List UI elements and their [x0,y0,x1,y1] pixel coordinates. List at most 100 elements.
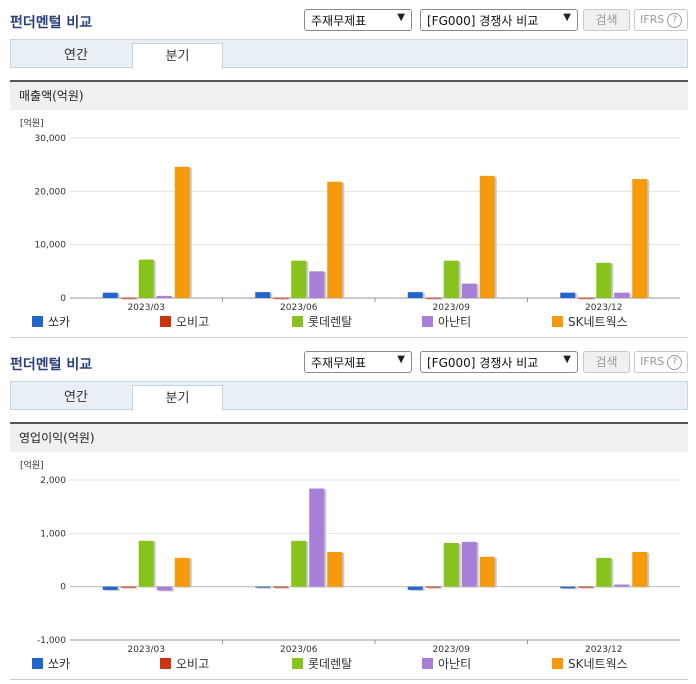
unit-label: [억원] [20,117,44,129]
y-tick-label: 30,000 [35,134,67,144]
bar-오비고-2023/12 [578,586,594,588]
chevron-down-icon: ▼ [563,12,571,23]
statement-select-value: 주재무제표 [311,14,367,28]
bar-아난티-2023/12 [614,584,630,587]
legend-label: 아난티 [438,315,471,329]
bar-롯데렌탈-2023/09 [443,260,459,298]
legend-swatch [160,658,171,669]
legend-swatch [160,316,171,327]
bar-아난티-2023/06 [309,488,325,587]
search-button[interactable]: 검색 [583,9,630,31]
bar-shadow [122,298,138,300]
help-icon: ? [667,355,683,370]
x-tick-label: 2023/09 [433,303,471,313]
legend-label: 오비고 [176,657,209,671]
bar-SK네트웍스-2023/03 [174,166,190,298]
bar-오비고-2023/12 [578,297,594,299]
ifrs-help-button[interactable]: IFRS? [634,9,688,31]
tab-quarterly[interactable]: 분기 [132,385,223,411]
bar-shadow [427,587,443,589]
bar-shadow [427,298,443,300]
tab-annual[interactable]: 연간 [64,390,88,405]
divider [10,337,688,338]
y-tick-label: 2,000 [40,476,66,486]
bar-쏘카-2023/12 [560,586,576,589]
panel-title: 펀더멘털 비교 [10,357,93,373]
legend-swatch [292,316,303,327]
operating-profit-chart: [억원] -1,000 0 1,000 2,000 2023/03 2023/06 2023/… [20,459,680,671]
statement-select[interactable]: 주재무제표 ▼ [304,9,412,31]
bar-아난티-2023/09 [461,283,477,298]
bar-SK네트웍스-2023/03 [174,557,190,587]
bar-쏘카-2023/03 [102,292,118,298]
y-tick-label: 1,000 [40,529,66,539]
divider [10,679,688,680]
peer-select[interactable]: [FG000] 경쟁사 비교 ▼ [420,9,578,31]
bar-롯데렌탈-2023/03 [138,540,154,587]
bar-오비고-2023/06 [273,297,289,299]
y-tick-label: 10,000 [35,241,67,251]
bar-롯데렌탈-2023/03 [138,259,154,298]
bar-오비고-2023/09 [425,586,441,588]
legend-swatch [552,316,563,327]
ifrs-label: IFRS [640,355,665,368]
legend-label: 아난티 [438,657,471,671]
unit-label: [억원] [20,459,44,471]
bar-SK네트웍스-2023/09 [479,175,495,298]
legend-label: 오비고 [176,315,209,329]
bar-아난티-2023/03 [156,586,172,591]
bar-아난티-2023/09 [461,541,477,587]
chevron-down-icon: ▼ [563,354,571,365]
bar-shadow [257,587,273,589]
bar-SK네트웍스-2023/12 [632,552,648,587]
bar-롯데렌탈-2023/09 [443,542,459,587]
ifrs-label: IFRS [640,13,665,26]
tab-quarterly[interactable]: 분기 [132,43,223,69]
bar-쏘카-2023/09 [407,586,423,590]
peer-select[interactable]: [FG000] 경쟁사 비교 ▼ [420,351,578,373]
help-icon: ? [667,13,683,28]
bar-shadow [122,587,138,589]
ifrs-help-button[interactable]: IFRS? [634,351,688,373]
period-tabs: 연간 분기 [10,39,688,69]
legend-label: 롯데렌탈 [308,315,352,329]
x-tick-label: 2023/06 [280,303,318,313]
chevron-down-icon: ▼ [397,354,405,365]
search-button[interactable]: 검색 [583,351,630,373]
bar-쏘카-2023/12 [560,292,576,298]
bar-오비고-2023/09 [425,297,441,299]
bar-쏘카-2023/06 [255,586,271,588]
section-title: 매출액(억원) [10,80,688,110]
bar-롯데렌탈-2023/06 [291,260,307,298]
bar-오비고-2023/03 [120,586,136,588]
legend-label: SK네트웍스 [568,657,628,671]
panel-title: 펀더멘털 비교 [10,15,93,31]
x-tick-label: 2023/06 [280,645,318,655]
legend-swatch [422,316,433,327]
bar-shadow [275,298,291,300]
bar-SK네트웍스-2023/12 [632,179,648,298]
bar-오비고-2023/06 [273,586,289,588]
legend-swatch [292,658,303,669]
period-tabs: 연간 분기 [10,381,688,411]
y-tick-label: 0 [60,294,66,304]
revenue-chart: [억원] 0 10,000 20,000 30,000 2023/03 2023/06 202… [20,117,680,329]
bar-롯데렌탈-2023/06 [291,540,307,587]
section-title: 영업이익(억원) [10,422,688,452]
statement-select[interactable]: 주재무제표 ▼ [304,351,412,373]
y-tick-label: 20,000 [35,187,67,197]
bar-아난티-2023/03 [156,295,172,298]
tab-annual[interactable]: 연간 [64,48,88,63]
legend-label: SK네트웍스 [568,315,628,329]
bar-SK네트웍스-2023/06 [327,552,343,587]
legend-swatch [552,658,563,669]
bar-오비고-2023/03 [120,297,136,299]
x-tick-label: 2023/09 [433,645,471,655]
legend-swatch [32,316,43,327]
bar-SK네트웍스-2023/06 [327,181,343,298]
bar-shadow [562,587,578,590]
legend-swatch [422,658,433,669]
bar-shadow [580,587,596,589]
legend-swatch [32,658,43,669]
legend-label: 쏘카 [48,657,70,671]
